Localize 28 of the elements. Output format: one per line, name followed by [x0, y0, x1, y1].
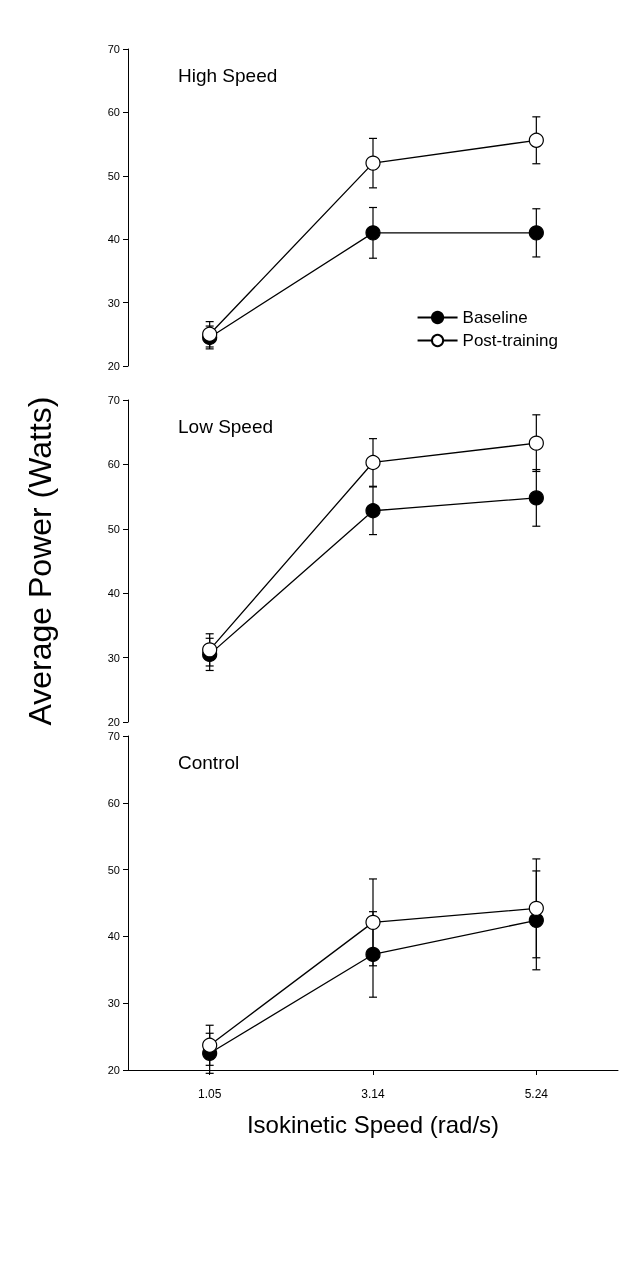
y-tick-label: 60: [107, 106, 120, 119]
y-tick-label: 40: [107, 233, 120, 246]
y-tick-label: 70: [107, 730, 120, 742]
y-tick-label: 20: [107, 716, 120, 728]
y-tick-label: 20: [107, 360, 120, 372]
text: Low Speed: [178, 416, 274, 437]
x-axis-title: Isokinetic Speed (rad/s): [246, 1110, 500, 1138]
y-tick-label: 40: [107, 587, 120, 600]
y-tick-label: 30: [107, 296, 120, 309]
y-tick-label: 70: [107, 43, 120, 55]
y-tick-label: 30: [107, 651, 120, 664]
y-tick-label: 60: [107, 458, 120, 471]
y-tick-label: 20: [107, 1064, 120, 1076]
y-tick-label: 50: [107, 863, 120, 876]
x-tick-label: 3.14: [361, 1087, 385, 1101]
y-tick-label: 50: [107, 169, 120, 182]
legend-label: Post-training: [462, 331, 558, 350]
x-tick-label: 1.05: [197, 1087, 222, 1101]
x-tick-label: 5.24: [524, 1087, 549, 1101]
y-axis-title: Average Power (Watts): [22, 396, 58, 726]
legend-label: Baseline: [462, 308, 528, 327]
y-tick-label: 30: [107, 997, 120, 1010]
text: Control: [178, 752, 240, 773]
y-tick-label: 60: [107, 796, 120, 809]
y-tick-label: 50: [107, 522, 120, 535]
y-tick-label: 40: [107, 930, 120, 943]
text: High Speed: [178, 65, 278, 86]
y-tick-label: 70: [107, 394, 120, 406]
